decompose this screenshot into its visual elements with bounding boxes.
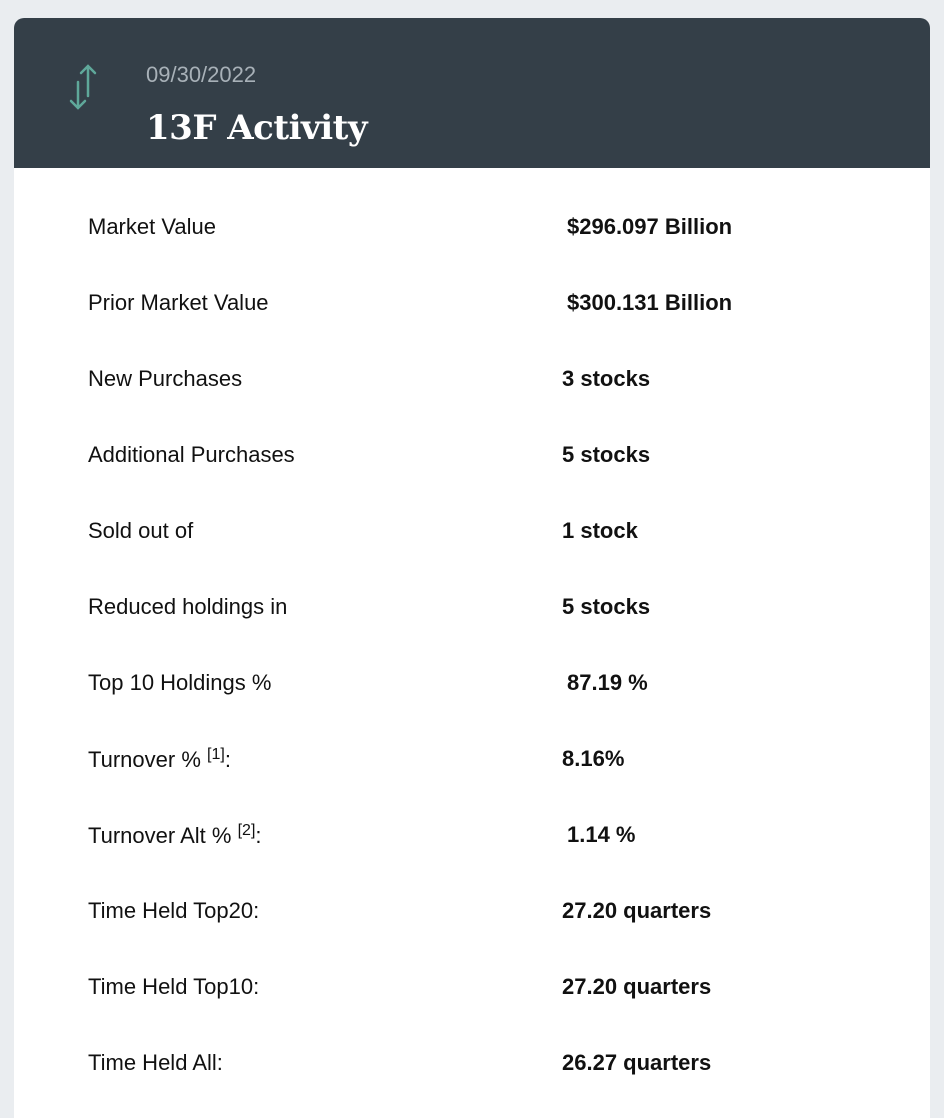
- activity-card: 09/30/2022 13F Activity Market Value $296…: [14, 18, 930, 1118]
- row-sold-out: Sold out of 1 stock: [14, 494, 930, 570]
- row-label-text: Turnover %: [88, 747, 201, 772]
- row-value: 5 stocks: [562, 442, 651, 467]
- row-label: Time Held All:: [88, 1050, 223, 1075]
- page-title: 13F Activity: [146, 108, 368, 148]
- row-label: Time Held Top20:: [88, 898, 260, 923]
- activity-table: Market Value $296.097 Billion Prior Marke…: [14, 190, 930, 1102]
- row-label-suffix: :: [255, 823, 262, 848]
- row-label: Turnover Alt % [2]:: [88, 822, 262, 849]
- row-value: $300.131 Billion: [567, 290, 733, 315]
- report-date: 09/30/2022: [146, 62, 257, 87]
- row-value: 3 stocks: [562, 366, 651, 391]
- row-turnover: Turnover % [1]: 8.16%: [14, 722, 930, 798]
- row-label: Reduced holdings in: [88, 594, 288, 619]
- row-turnover-alt: Turnover Alt % [2]: 1.14 %: [14, 798, 930, 874]
- row-label: Sold out of: [88, 518, 194, 543]
- row-value: 27.20 quarters: [562, 898, 712, 923]
- footnote-link-2[interactable]: [2]: [237, 822, 256, 839]
- row-value: $296.097 Billion: [567, 214, 733, 239]
- row-value: 26.27 quarters: [562, 1050, 712, 1075]
- row-label: Time Held Top10:: [88, 974, 260, 999]
- row-top10-holdings: Top 10 Holdings % 87.19 %: [14, 646, 930, 722]
- row-label-suffix: :: [224, 747, 231, 772]
- row-value: 1 stock: [562, 518, 638, 543]
- row-label-text: Turnover Alt %: [88, 823, 232, 848]
- up-down-arrows-icon: [69, 64, 97, 110]
- row-market-value: Market Value $296.097 Billion: [14, 190, 930, 266]
- row-reduced-holdings: Reduced holdings in 5 stocks: [14, 570, 930, 646]
- row-value: 27.20 quarters: [562, 974, 712, 999]
- row-value: 1.14 %: [567, 822, 636, 847]
- row-additional-purchases: Additional Purchases 5 stocks: [14, 418, 930, 494]
- row-time-held-top10: Time Held Top10: 27.20 quarters: [14, 950, 930, 1026]
- row-time-held-top20: Time Held Top20: 27.20 quarters: [14, 874, 930, 950]
- row-prior-market-value: Prior Market Value $300.131 Billion: [14, 266, 930, 342]
- row-time-held-all: Time Held All: 26.27 quarters: [14, 1026, 930, 1102]
- footnote-link-1[interactable]: [1]: [207, 746, 225, 763]
- row-value: 87.19 %: [567, 670, 648, 695]
- row-label: New Purchases: [88, 366, 243, 391]
- row-label: Additional Purchases: [88, 442, 295, 467]
- row-new-purchases: New Purchases 3 stocks: [14, 342, 930, 418]
- card-header: 09/30/2022 13F Activity: [14, 18, 930, 168]
- row-value: 5 stocks: [562, 594, 651, 619]
- row-label: Turnover % [1]:: [88, 746, 231, 773]
- row-label: Top 10 Holdings %: [88, 670, 272, 695]
- row-label: Prior Market Value: [88, 290, 269, 315]
- row-value: 8.16%: [562, 746, 625, 771]
- row-label: Market Value: [88, 214, 216, 239]
